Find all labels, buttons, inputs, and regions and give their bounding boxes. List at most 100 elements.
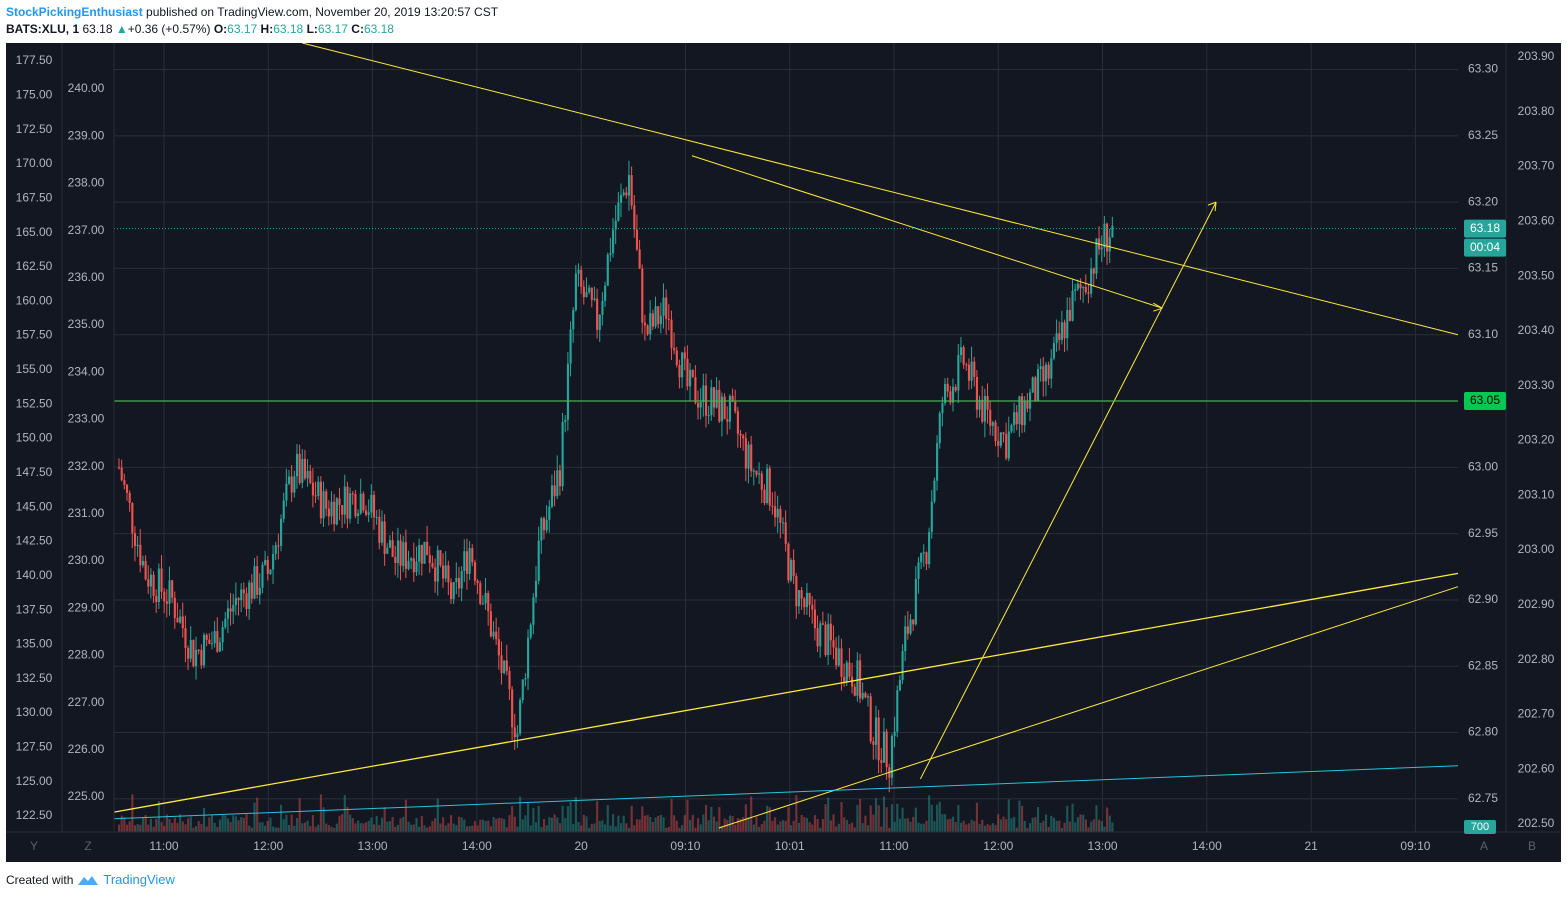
- volume-bar: [593, 823, 596, 832]
- volume-bar: [561, 805, 564, 832]
- volume-bar: [930, 804, 933, 832]
- volume-bar: [160, 821, 163, 832]
- volume-bar: [357, 820, 360, 832]
- candle-body: [524, 678, 527, 680]
- candle: [1058, 321, 1061, 832]
- candle-body: [1018, 396, 1021, 425]
- candle-body: [237, 598, 240, 601]
- candle-body: [513, 727, 516, 738]
- volume-bar: [874, 798, 878, 832]
- candle: [561, 412, 564, 832]
- candle: [171, 579, 174, 832]
- candle: [861, 682, 864, 832]
- candle: [909, 614, 912, 832]
- candle: [904, 615, 907, 832]
- time-tick: 11:00: [879, 839, 908, 853]
- candle-body: [202, 634, 206, 666]
- volume-bar: [367, 820, 370, 832]
- created-with-text: Created with: [6, 872, 74, 887]
- volume-bar: [455, 825, 458, 832]
- candle: [192, 639, 195, 832]
- price-chart[interactable]: 63.30 63.25 63.20 63.15 63.10 63.05 63.00 62.95…: [6, 43, 1561, 862]
- candle-body: [744, 438, 747, 469]
- volume-bar: [1029, 823, 1032, 832]
- candle-body: [681, 352, 684, 378]
- volume-bar: [776, 824, 779, 832]
- volume-bar: [638, 819, 641, 832]
- candle-body: [123, 480, 126, 485]
- volume-bar: [258, 822, 261, 832]
- volume-bar: [508, 815, 511, 832]
- candle-body: [311, 482, 315, 496]
- volume-bar: [264, 825, 267, 832]
- badge-bg: [1464, 238, 1506, 257]
- candle: [272, 545, 275, 832]
- candle-body: [853, 686, 856, 696]
- time-tick: 11:00: [149, 839, 178, 853]
- candle: [951, 378, 955, 832]
- symbol-label[interactable]: BATS:XLU, 1: [6, 22, 80, 36]
- volume-bar: [487, 820, 490, 832]
- overlay-tick-inner: 230.00: [68, 553, 105, 567]
- candle-body: [707, 415, 710, 417]
- volume-bar: [1074, 822, 1077, 832]
- candle: [734, 389, 737, 832]
- volume-bar: [667, 826, 670, 832]
- candle: [282, 492, 285, 832]
- candle-body: [179, 616, 182, 623]
- overlay-tick-outer: 140.00: [16, 568, 53, 582]
- price-tick-secondary: 203.70: [1518, 159, 1555, 173]
- volume-bar: [407, 821, 410, 832]
- candle-body: [550, 485, 554, 507]
- candle-body: [813, 609, 816, 629]
- candle: [728, 394, 732, 832]
- volume-bar: [694, 827, 697, 832]
- chart-header: StockPickingEnthusiast published on Trad…: [6, 4, 498, 38]
- candle: [720, 392, 724, 832]
- candle-body: [614, 220, 617, 230]
- volume-bar: [327, 824, 330, 832]
- candle: [853, 683, 856, 832]
- candle-body: [221, 627, 224, 643]
- candle-body: [274, 545, 277, 554]
- candle-body: [163, 591, 166, 602]
- candle: [965, 362, 968, 832]
- candle: [837, 635, 840, 832]
- volume-bar: [946, 819, 949, 832]
- candle: [882, 717, 886, 832]
- volume-bar: [365, 822, 368, 832]
- candle: [548, 500, 551, 832]
- price-tick-primary: 62.85: [1468, 658, 1498, 672]
- author-link[interactable]: StockPickingEnthusiast: [6, 5, 143, 19]
- candle-body: [473, 562, 477, 581]
- candle-body: [431, 563, 434, 568]
- candle: [752, 468, 755, 832]
- candle-body: [372, 494, 376, 518]
- volume-bar: [975, 802, 979, 832]
- candle: [574, 265, 577, 832]
- candle-body: [686, 358, 689, 387]
- time-tick: 20: [574, 839, 588, 853]
- volume-bar: [521, 819, 524, 832]
- tradingview-link[interactable]: TradingView: [103, 872, 175, 887]
- volume-bar: [643, 815, 647, 832]
- volume-bar: [229, 822, 232, 832]
- price-tick-primary: 63.30: [1468, 62, 1498, 76]
- candle-body: [460, 570, 463, 589]
- volume-bar: [537, 805, 540, 832]
- candle-body: [465, 551, 469, 574]
- low-value: 63.17: [317, 22, 348, 36]
- candle: [877, 709, 880, 832]
- candle-body: [495, 631, 498, 640]
- volume-bar: [989, 825, 992, 832]
- candle-body: [147, 579, 150, 587]
- candle-body: [1082, 286, 1085, 289]
- candle-body: [309, 470, 312, 483]
- volume-bar: [147, 824, 150, 832]
- volume-bar: [949, 818, 952, 832]
- candle-body: [951, 386, 955, 403]
- candle: [898, 675, 901, 832]
- volume-bar: [704, 804, 708, 832]
- candle: [1047, 361, 1050, 832]
- candle-body: [851, 676, 854, 687]
